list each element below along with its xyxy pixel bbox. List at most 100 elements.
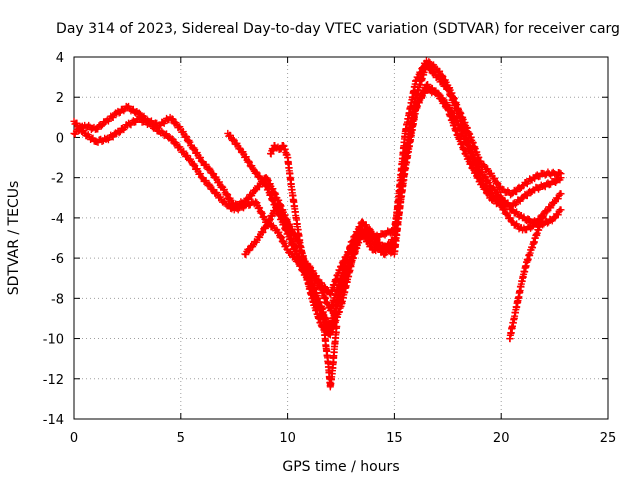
x-tick-labels: 0 5 10 15 20 25 xyxy=(70,431,616,446)
y-tick-label: -12 xyxy=(43,373,64,388)
data-point xyxy=(259,228,267,236)
data-point xyxy=(513,188,521,196)
data-point xyxy=(115,129,123,137)
data-point xyxy=(438,71,446,79)
y-tick-label: -2 xyxy=(51,172,64,187)
data-point xyxy=(320,283,328,291)
data-point xyxy=(152,124,160,132)
x-tick-label: 25 xyxy=(600,431,617,446)
data-point xyxy=(229,135,237,143)
data-point xyxy=(488,189,496,197)
data-point xyxy=(255,183,263,191)
x-tick-label: 20 xyxy=(493,431,510,446)
data-point xyxy=(480,161,488,169)
data-point xyxy=(436,67,444,75)
data-point xyxy=(524,215,532,223)
data-point xyxy=(206,165,214,173)
x-tick-label: 10 xyxy=(279,431,296,446)
y-tick-label: 2 xyxy=(56,91,64,106)
x-axis-label: GPS time / hours xyxy=(282,459,399,475)
data-point xyxy=(252,168,260,176)
data-point xyxy=(115,109,123,117)
data-point xyxy=(348,254,356,262)
y-axis-label: SDTVAR / TECUs xyxy=(6,181,22,296)
data-point xyxy=(217,193,225,201)
series-track-6 xyxy=(318,302,341,391)
data-point xyxy=(73,119,81,127)
data-point xyxy=(557,190,565,198)
data-point xyxy=(183,133,191,141)
data-point xyxy=(245,157,253,165)
data-point xyxy=(366,226,374,234)
data-point xyxy=(215,178,223,186)
data-point xyxy=(197,154,205,162)
data-point xyxy=(94,125,102,133)
data-point xyxy=(556,169,564,177)
data-point xyxy=(482,182,490,190)
y-tick-label: 0 xyxy=(56,131,64,146)
y-tick-label: -14 xyxy=(43,413,64,428)
data-point xyxy=(318,279,326,287)
y-tick-labels: -14 -12 -10 -8 -6 -4 -2 0 2 4 xyxy=(43,51,64,428)
data-point xyxy=(202,177,210,185)
data-point xyxy=(197,170,205,178)
chart-title: Day 314 of 2023, Sidereal Day-to-day VTE… xyxy=(56,21,620,37)
data-points xyxy=(70,57,565,391)
data-point xyxy=(206,181,214,189)
data-point xyxy=(491,174,499,182)
data-point xyxy=(554,195,562,203)
data-point xyxy=(481,172,489,180)
plot-frame xyxy=(73,56,609,420)
data-point xyxy=(227,131,235,139)
data-point xyxy=(202,160,210,168)
data-point xyxy=(135,115,143,123)
data-point xyxy=(179,128,187,136)
axis-ticks xyxy=(73,56,609,420)
data-point xyxy=(97,122,105,130)
y-tick-label: -6 xyxy=(51,252,64,267)
y-tick-label: -4 xyxy=(51,212,64,227)
series-track-5 xyxy=(267,141,356,339)
data-point xyxy=(116,128,124,136)
data-point xyxy=(528,223,536,231)
data-point xyxy=(425,58,433,66)
data-point xyxy=(151,123,159,131)
x-tick-label: 5 xyxy=(177,431,185,446)
y-tick-label: 4 xyxy=(56,51,64,66)
y-tick-label: -10 xyxy=(43,333,64,348)
series-track-4 xyxy=(241,85,565,298)
data-point xyxy=(479,177,487,185)
data-point xyxy=(511,200,519,208)
series-track-7 xyxy=(506,210,548,343)
data-point xyxy=(554,211,562,219)
x-tick-label: 0 xyxy=(70,431,78,446)
x-tick-label: 15 xyxy=(386,431,403,446)
data-point xyxy=(312,272,320,280)
data-point xyxy=(220,185,228,193)
data-point xyxy=(242,153,250,161)
data-point xyxy=(333,322,341,330)
data-point xyxy=(365,224,373,232)
data-point xyxy=(540,210,548,218)
data-point xyxy=(205,180,213,188)
data-point xyxy=(223,190,231,198)
data-point xyxy=(242,251,250,259)
data-point xyxy=(76,123,84,131)
data-point xyxy=(493,178,501,186)
data-point xyxy=(557,174,565,182)
data-point xyxy=(435,90,443,98)
data-point xyxy=(225,201,233,209)
data-point xyxy=(523,192,531,200)
data-point xyxy=(236,144,244,152)
data-point xyxy=(362,221,370,229)
data-point xyxy=(259,177,267,185)
data-point xyxy=(414,99,422,107)
data-point xyxy=(353,238,361,246)
data-point xyxy=(543,219,551,227)
data-point xyxy=(205,164,213,172)
data-point xyxy=(147,120,155,128)
data-point xyxy=(109,113,117,121)
data-point xyxy=(500,205,508,213)
